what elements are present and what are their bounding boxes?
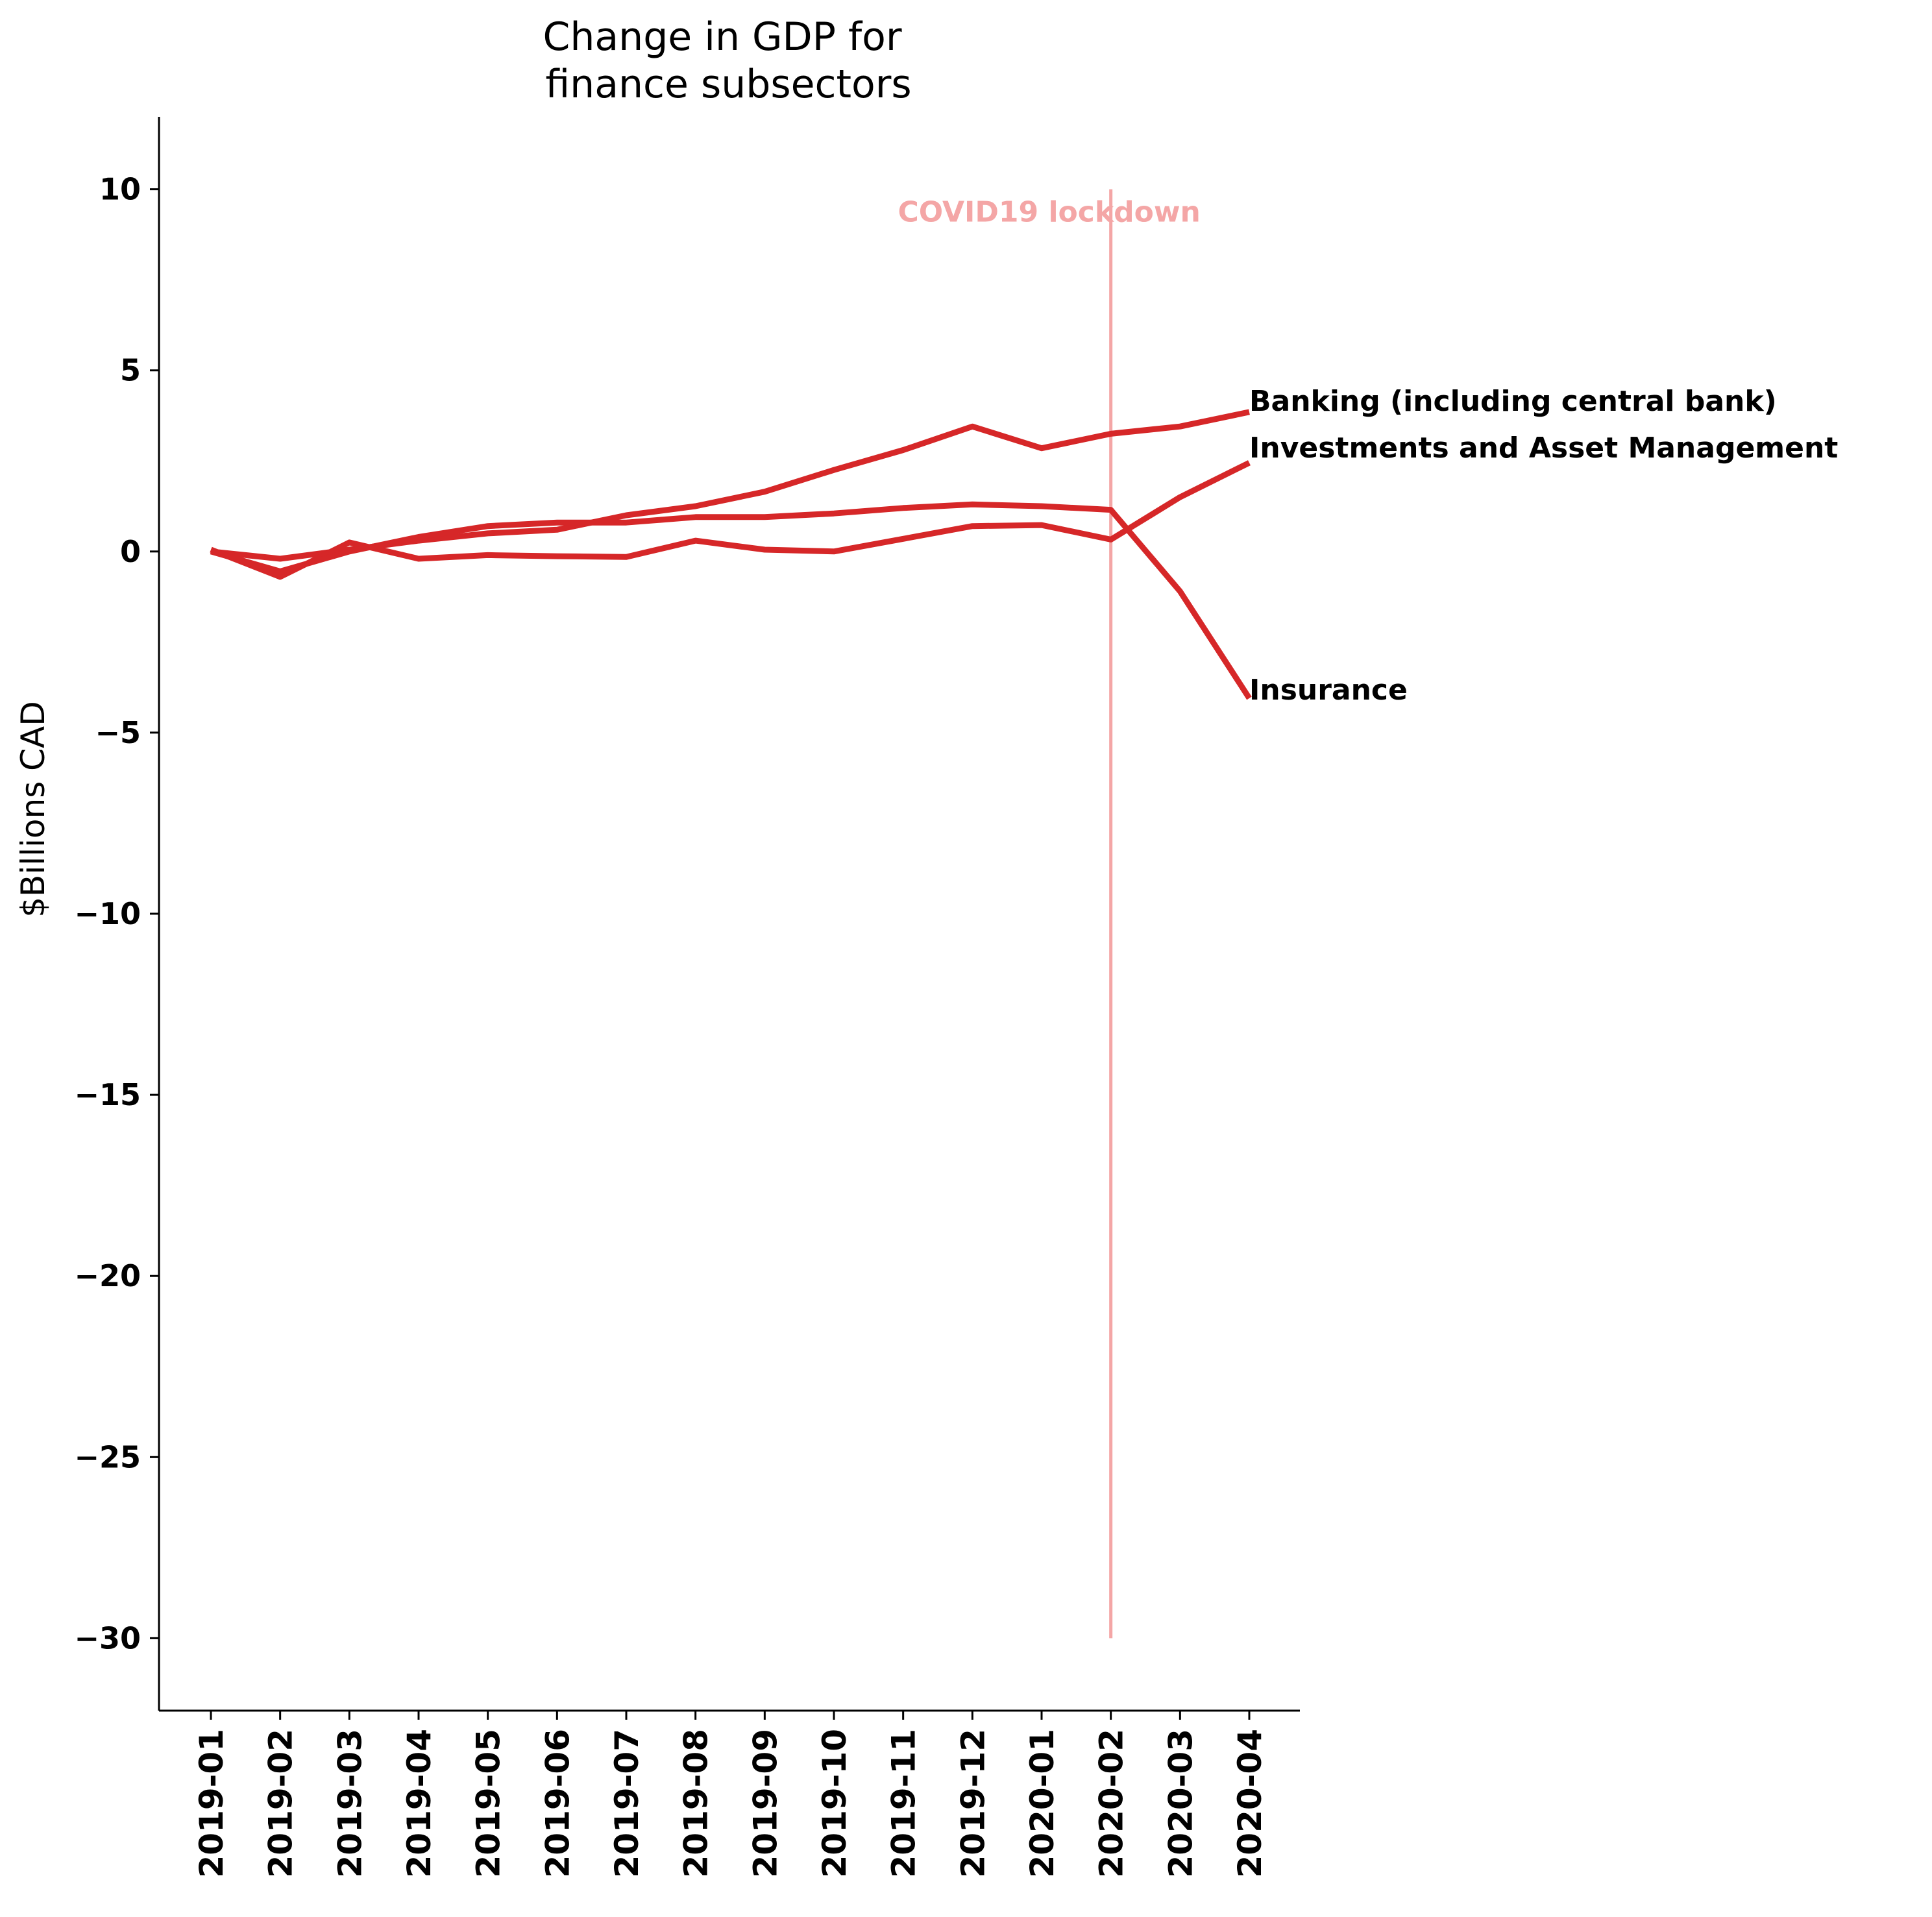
x-tick-label: 2019-12 <box>954 1729 992 1878</box>
series-label: Investments and Asset Management <box>1249 432 1838 465</box>
series-line-investments-and-asset-management <box>210 460 1251 580</box>
x-tick-label: 2019-09 <box>746 1729 784 1878</box>
x-tick-label: 2019-03 <box>331 1729 369 1878</box>
series-label: Banking (including central bank) <box>1249 385 1777 418</box>
series-line-insurance <box>210 501 1252 700</box>
chart-title-line-2: finance subsectors <box>533 62 911 107</box>
series-labels: Banking (including central bank) Investme… <box>1249 385 1838 707</box>
y-tick-label: −15 <box>74 1077 141 1112</box>
chart-title: Change in GDP for finance subsectors <box>533 14 911 107</box>
chart-title-line-1: Change in GDP for <box>543 14 901 60</box>
series-lines <box>210 409 1252 700</box>
x-axis-ticks: 2019-01 2019-02 2019-03 2019-04 2019-05 2019-… <box>193 1711 1269 1878</box>
y-tick-label: −25 <box>74 1439 141 1474</box>
y-axis-label: $Billions CAD <box>14 701 52 918</box>
x-tick-label: 2020-01 <box>1023 1729 1061 1878</box>
y-tick-label: −20 <box>74 1258 141 1293</box>
x-tick-label: 2019-02 <box>262 1729 300 1878</box>
covid-annotation: COVID19 lockdown <box>898 189 1201 1639</box>
y-tick-label: 5 <box>120 353 141 388</box>
series-label: Insurance <box>1249 674 1408 707</box>
x-tick-label: 2019-06 <box>539 1729 576 1878</box>
y-tick-label: 10 <box>99 172 141 207</box>
y-tick-label: −30 <box>74 1620 141 1655</box>
x-tick-label: 2020-03 <box>1162 1729 1199 1878</box>
x-tick-label: 2019-10 <box>816 1729 853 1878</box>
y-axis-ticks: 10 5 0 −5 −10 −15 −20 −25 −30 <box>74 172 159 1655</box>
covid-lockdown-label: COVID19 lockdown <box>898 196 1200 229</box>
x-tick-label: 2019-11 <box>885 1729 923 1878</box>
y-tick-label: −10 <box>74 896 141 931</box>
x-tick-label: 2020-04 <box>1231 1729 1269 1878</box>
x-tick-label: 2020-02 <box>1093 1729 1131 1878</box>
x-tick-label: 2019-08 <box>678 1729 715 1878</box>
y-tick-label: −5 <box>95 715 141 750</box>
x-tick-label: 2019-04 <box>400 1729 438 1878</box>
x-tick-label: 2019-07 <box>608 1729 646 1878</box>
y-tick-label: 0 <box>120 534 141 569</box>
x-tick-label: 2019-05 <box>470 1729 507 1878</box>
x-tick-label: 2019-01 <box>193 1729 230 1878</box>
